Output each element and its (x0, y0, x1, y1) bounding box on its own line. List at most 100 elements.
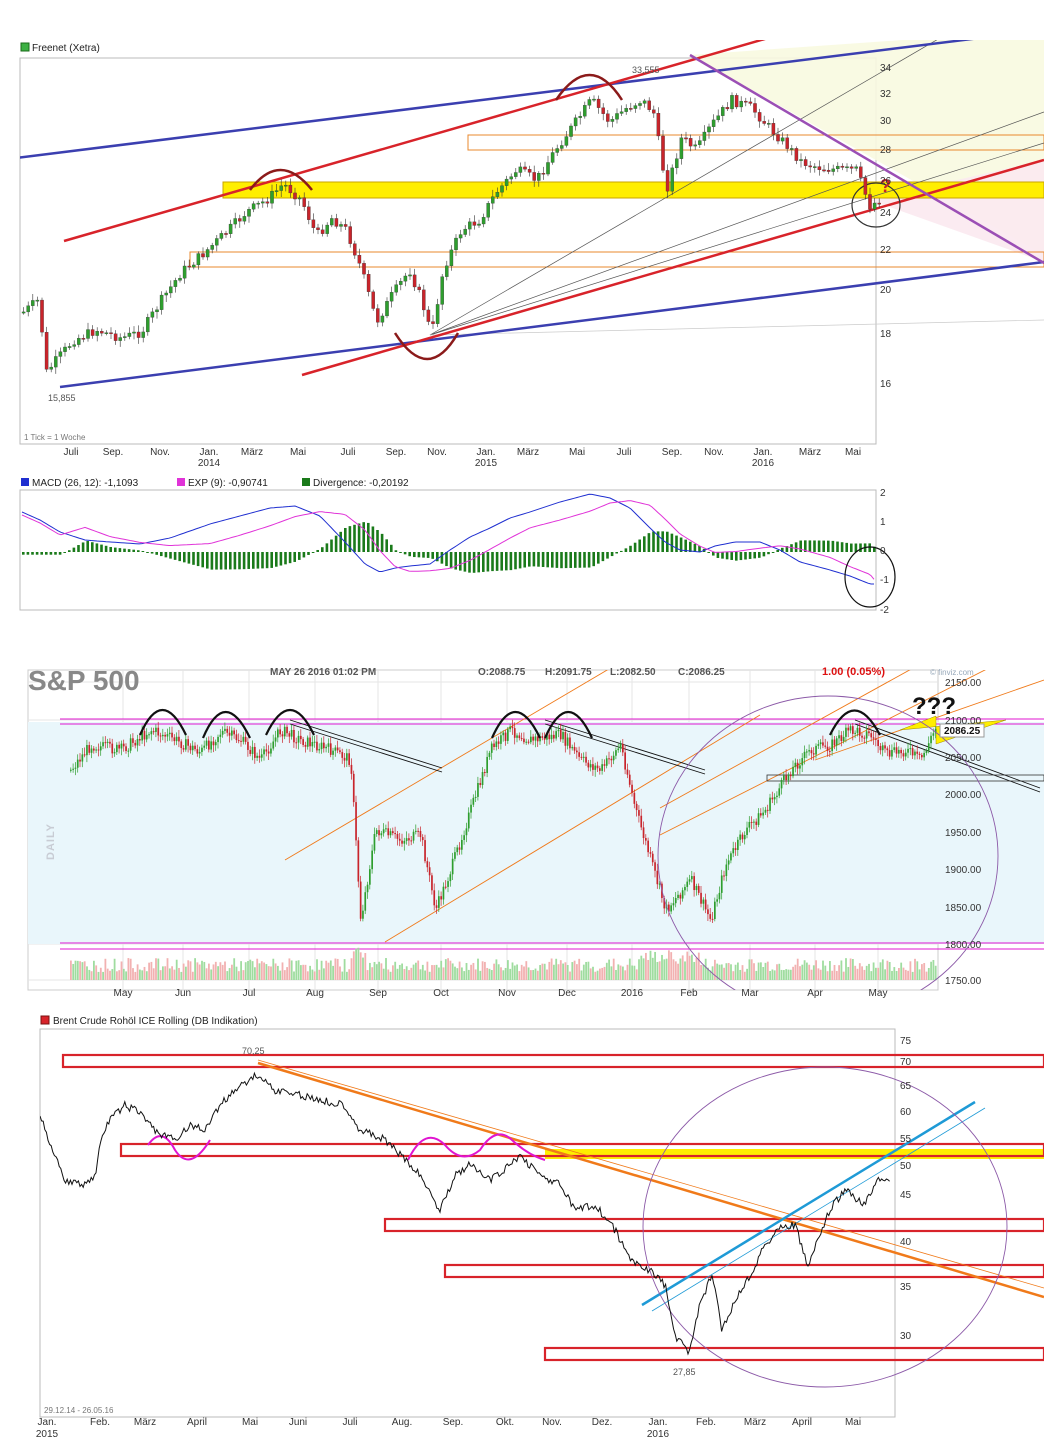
sp500-volume-bar (663, 959, 666, 980)
sp500-volume-bar (410, 967, 413, 980)
sp500-volume-bar (162, 966, 164, 980)
divergence-bar (495, 552, 499, 571)
freenet-y-tick-4: 26 (880, 176, 892, 187)
sp500-candle (826, 746, 829, 751)
sp500-volume-bar (132, 968, 134, 980)
freenet-fan-lines (429, 40, 1044, 336)
divergence-bar (192, 552, 195, 565)
sp500-candle (569, 737, 571, 749)
sp500-volume-bar (693, 961, 696, 980)
sp500-volume-bar (191, 971, 194, 980)
divergence-bar (684, 539, 687, 552)
sp500-candle (221, 730, 224, 735)
sp500-candle (516, 735, 518, 738)
sp500-volume-bar (893, 967, 896, 980)
sp500-candle (865, 731, 868, 739)
freenet-candle (587, 99, 592, 106)
sp500-title: S&P 500 (28, 665, 140, 696)
freenet-candle (362, 263, 366, 275)
sp500-volume-bar (884, 969, 886, 980)
freenet-candle (325, 224, 329, 234)
sp500-volume-bar (405, 966, 408, 980)
sp500-candle (350, 764, 353, 774)
sp500-volume-bar (580, 970, 583, 980)
divergence-bar (836, 541, 839, 552)
sp500-y-tick-8: 1750.00 (945, 976, 982, 987)
sp500-volume-bar (624, 970, 627, 980)
sp500-volume-bar (654, 951, 656, 980)
sp500-volume-bar (819, 969, 822, 980)
divergence-bar (652, 531, 655, 552)
sp500-volume-bar (237, 971, 240, 980)
sp500-y-tick-6: 1850.00 (945, 903, 982, 914)
sp500-candle (134, 742, 137, 746)
sp500-candle (254, 746, 256, 758)
divergence-bar (390, 544, 393, 552)
freenet-candle (509, 176, 513, 180)
sp500-candle (286, 726, 288, 734)
sp500-candle (727, 860, 730, 865)
sp500-high: H:2091.75 (545, 667, 592, 678)
sp500-volume-bar (385, 958, 387, 980)
sp500-candle (757, 813, 760, 825)
sp500-candle (858, 727, 861, 736)
divergence-bar (827, 540, 830, 552)
sp500-candle (748, 821, 751, 828)
sp500-candle (573, 746, 576, 751)
sp500-volume-bar (76, 960, 79, 980)
sp500-volume-bar (833, 964, 836, 980)
sp500-volume-bar (879, 962, 882, 980)
exp-line (21, 500, 875, 580)
sp500-candle (582, 756, 585, 758)
sp500-volume-bar (196, 962, 199, 980)
sp500-candle (527, 741, 530, 743)
freenet-candle (399, 281, 403, 285)
sp500-candle (881, 745, 884, 751)
sp500-volume-bar (672, 959, 675, 980)
divergence-bar (551, 552, 554, 568)
sp500-candle (366, 884, 369, 893)
sp500-volume-bar (596, 970, 599, 980)
divergence-bar (279, 552, 283, 566)
sp500-volume-bar (463, 971, 466, 980)
freenet-candle (716, 115, 720, 121)
sp500-volume-bar (70, 960, 72, 980)
sp500-volume-bar (235, 966, 238, 980)
sp500-volume-bar (438, 967, 440, 980)
brent-x-month-4: Mai (242, 1417, 258, 1428)
freenet-candle (454, 237, 458, 251)
sp500-y-tick-5: 1900.00 (945, 865, 982, 876)
brent-x-month-16: Mai (845, 1417, 861, 1428)
freenet-candle (412, 274, 417, 288)
sp500-volume-bar (95, 965, 98, 980)
sp500-candle (511, 726, 514, 729)
freenet-red-channel-top (63, 40, 766, 243)
freenet-candle (435, 304, 440, 324)
sp500-x-month-8: 2016 (621, 988, 644, 999)
freenet-x-month-15: Jan. (754, 447, 773, 458)
freenet-candle (100, 331, 104, 334)
freenet-candle (514, 172, 518, 177)
freenet-candle (265, 201, 270, 204)
sp500-close: C:2086.25 (678, 667, 725, 678)
sp500-candle (451, 858, 454, 875)
sp500-volume-bar (856, 968, 859, 980)
sp500-candle (260, 754, 263, 758)
sp500-candle (205, 740, 208, 746)
divergence-bar (63, 552, 66, 553)
freenet-red-channel-bottom (301, 158, 1044, 377)
freenet-candle (675, 158, 679, 169)
brent-y-tick-3: 60 (900, 1107, 912, 1118)
sp500-candle (737, 839, 739, 850)
sp500-candle (911, 748, 914, 756)
sp500-volume-bar (286, 967, 288, 980)
sp500-candle (888, 750, 891, 757)
sp500-volume-bar (247, 961, 249, 980)
freenet-candle (500, 185, 504, 193)
sp500-volume-bar (171, 966, 173, 980)
sp500-volume-bar (214, 961, 217, 980)
sp500-candle (656, 870, 659, 885)
sp500-volume-bar (668, 950, 670, 980)
sp500-candle (835, 738, 838, 746)
sp500-volume-bar (152, 968, 155, 980)
